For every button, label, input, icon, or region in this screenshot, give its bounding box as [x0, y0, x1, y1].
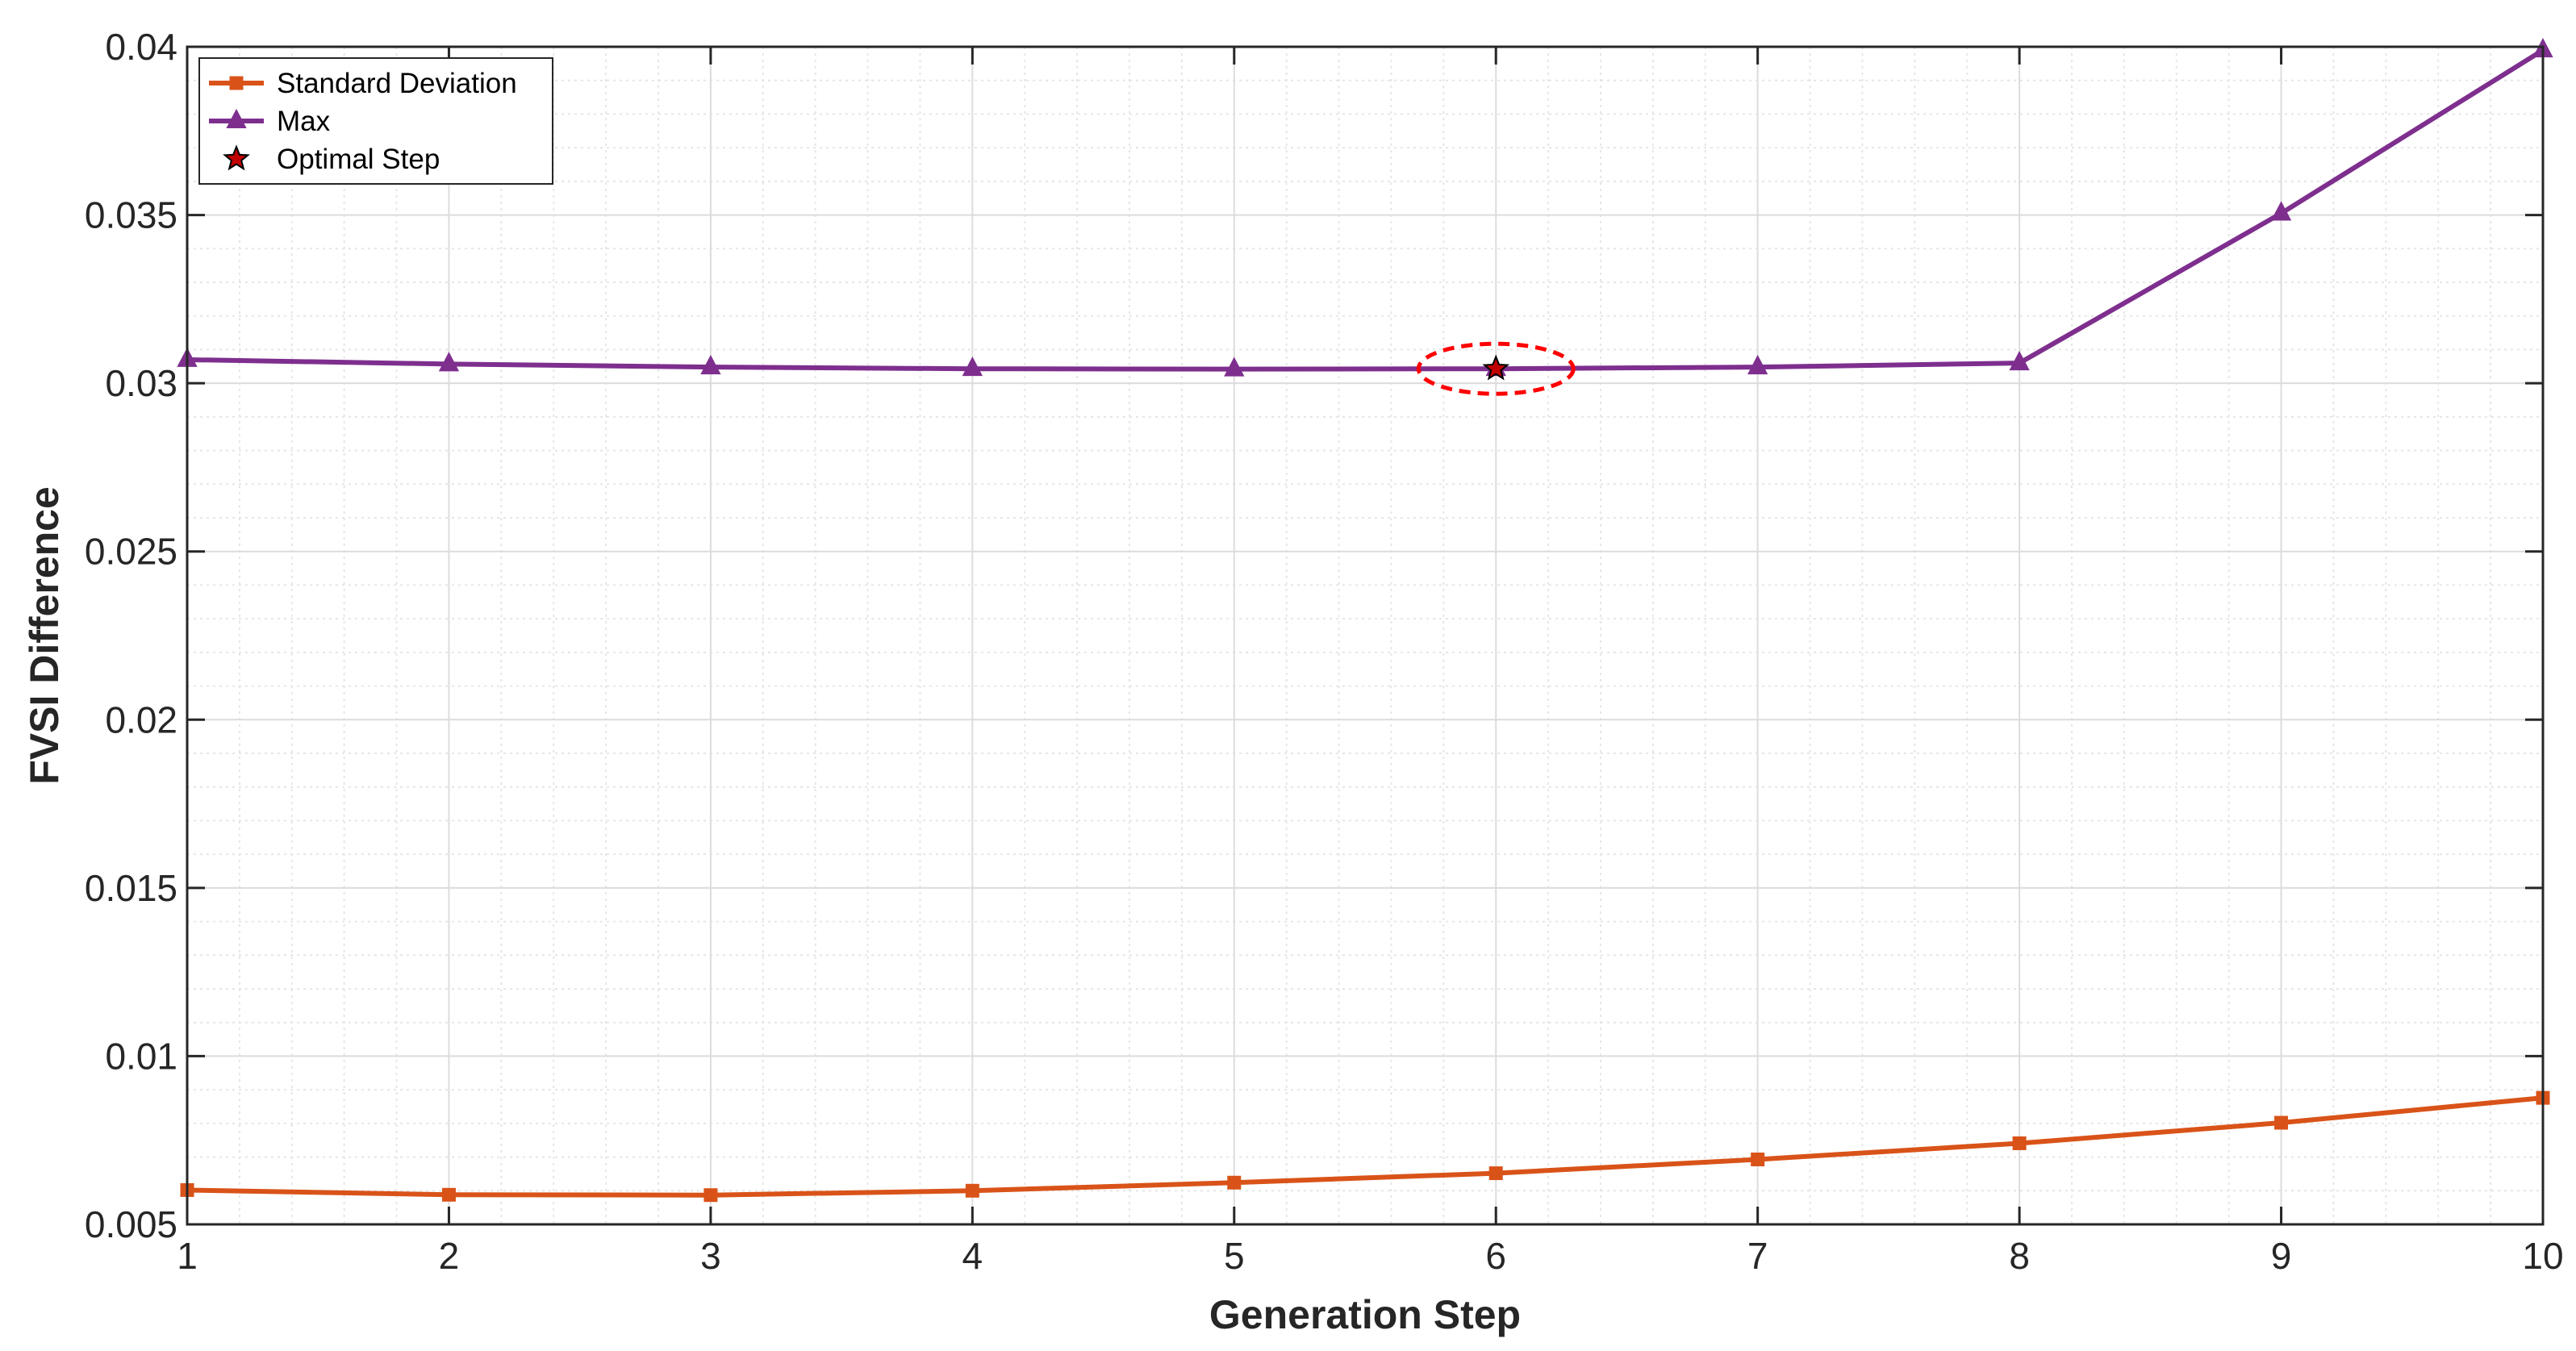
x-tick-label: 10	[2522, 1235, 2563, 1277]
x-tick-label: 1	[177, 1235, 198, 1277]
legend: Standard Deviation Max Optimal Step	[198, 57, 553, 185]
y-axis-title: FVSI Difference	[22, 486, 67, 785]
legend-label: Optimal Step	[277, 144, 440, 175]
y-tick-label: 0.01	[105, 1035, 177, 1077]
data-point-max	[2270, 201, 2292, 221]
data-point-standard-deviation	[703, 1188, 718, 1203]
data-point-max	[1224, 357, 1245, 377]
optimal-step-highlight-ellipse	[1416, 341, 1576, 396]
x-tick-label: 5	[1224, 1235, 1245, 1277]
data-point-max	[2009, 350, 2030, 371]
x-tick-label: 9	[2271, 1235, 2292, 1277]
legend-entry-max: Max	[209, 106, 331, 137]
series-line-max	[186, 48, 2545, 372]
y-tick-label: 0.015	[85, 867, 177, 909]
legend-entry-optimal-step: Optimal Step	[223, 144, 440, 175]
x-tick-label: 6	[1485, 1235, 1506, 1277]
legend-swatch-marker	[226, 108, 247, 128]
x-axis-title: Generation Step	[1209, 1292, 1521, 1337]
x-tick-labels: 1 2 3 4 5 6 7 8 9 10	[177, 1235, 2563, 1277]
y-tick-label: 0.025	[85, 531, 177, 573]
y-tick-label: 0.005	[85, 1203, 177, 1245]
optimal-step-star-marker	[1482, 354, 1510, 381]
series-standard-deviation	[180, 1090, 2550, 1203]
y-tick-label: 0.02	[105, 698, 177, 740]
legend-label: Standard Deviation	[277, 68, 517, 99]
x-tick-label: 3	[700, 1235, 721, 1277]
x-tick-label: 4	[962, 1235, 983, 1277]
data-point-max	[962, 357, 983, 377]
minor-grid	[187, 47, 2543, 1224]
data-point-standard-deviation	[1227, 1175, 1242, 1190]
data-point-standard-deviation	[2012, 1136, 2027, 1150]
x-tick-label: 2	[439, 1235, 460, 1277]
series-line-standard-deviation	[186, 1095, 2544, 1198]
legend-entry-standard-deviation: Standard Deviation	[209, 68, 517, 99]
tick-marks	[186, 45, 2545, 1226]
legend-swatch-marker	[229, 76, 244, 90]
annotation-layer	[1416, 341, 1576, 396]
x-tick-label: 7	[1747, 1235, 1768, 1277]
data-point-standard-deviation	[1488, 1166, 1503, 1181]
data-point-standard-deviation	[1751, 1152, 1765, 1166]
y-tick-label: 0.035	[85, 194, 177, 236]
data-point-standard-deviation	[441, 1187, 456, 1202]
y-tick-label: 0.03	[105, 362, 177, 404]
y-tick-labels: 0.005 0.01 0.015 0.02 0.025 0.03 0.035 0.04	[85, 26, 177, 1245]
legend-label: Max	[277, 106, 331, 137]
data-point-max	[700, 354, 721, 375]
legend-swatch-marker	[223, 144, 250, 171]
data-point-standard-deviation	[2274, 1115, 2289, 1130]
x-tick-label: 8	[2009, 1235, 2030, 1277]
data-point-max	[1747, 354, 1768, 375]
data-point-max	[438, 352, 460, 372]
axes-box	[186, 45, 2545, 1226]
y-tick-label: 0.04	[105, 26, 177, 68]
data-point-standard-deviation	[965, 1183, 979, 1198]
